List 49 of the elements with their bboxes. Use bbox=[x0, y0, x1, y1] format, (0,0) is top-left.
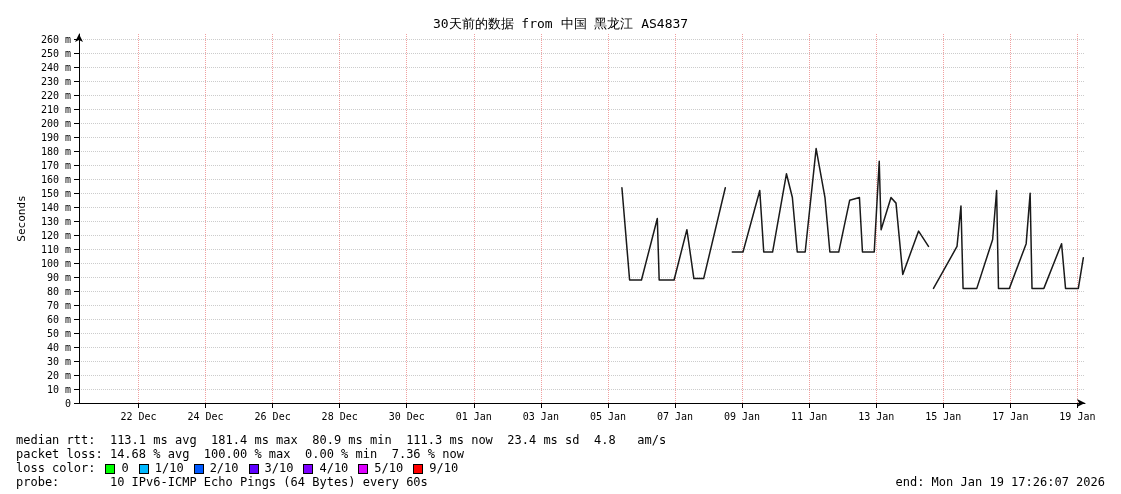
y-tick-label: 110 m bbox=[40, 243, 71, 255]
y-tick-label: 170 m bbox=[40, 159, 71, 171]
x-tick-label: 03 Jan bbox=[522, 410, 559, 422]
y-tick-label: 160 m bbox=[40, 173, 71, 185]
y-tick-label: 140 m bbox=[40, 201, 71, 213]
text: packet loss: 14.68 % avg 100.00 % max 0.00 % min 7.36 % now bbox=[16, 447, 465, 461]
x-tick-label: 01 Jan bbox=[455, 410, 492, 422]
x-tick-label: 28 Dec bbox=[321, 410, 358, 422]
x-tick-label: 11 Jan bbox=[791, 410, 828, 422]
y-tick-label: 70 m bbox=[46, 299, 71, 311]
x-tick-label: 13 Jan bbox=[858, 410, 895, 422]
y-tick-label: 240 m bbox=[40, 62, 71, 74]
y-tick-label: 10 m bbox=[46, 383, 71, 395]
y-tick-label: 150 m bbox=[40, 187, 71, 199]
text: end: Mon Jan 19 17:26:07 2026 bbox=[895, 475, 1105, 489]
x-tick-label: 05 Jan bbox=[589, 410, 626, 422]
y-tick-label: 30 m bbox=[46, 355, 71, 367]
x-tick-label: 15 Jan bbox=[925, 410, 962, 422]
y-tick-label: 180 m bbox=[40, 145, 71, 157]
y-tick-label: 80 m bbox=[46, 285, 71, 297]
x-tick-label: 17 Jan bbox=[992, 410, 1029, 422]
y-tick-label: 50 m bbox=[46, 327, 71, 339]
y-tick-label: 40 m bbox=[46, 341, 71, 353]
x-tick-label: 30 Dec bbox=[388, 410, 425, 422]
y-tick-label: 220 m bbox=[40, 90, 71, 101]
y-tick-label: 210 m bbox=[40, 103, 71, 115]
x-tick-label: 22 Dec bbox=[120, 410, 157, 422]
text: loss color: 0 1/10 2/10 3/10 4/10 5/10 9/10 bbox=[16, 461, 459, 475]
y-tick-label: 200 m bbox=[40, 117, 71, 129]
x-tick-label: 07 Jan bbox=[656, 410, 694, 422]
y-tick-label: 130 m bbox=[40, 215, 71, 227]
x-tick-label: 19 Jan bbox=[1059, 410, 1096, 422]
y-tick-label: 120 m bbox=[40, 229, 71, 241]
y-tick-label: 20 m bbox=[46, 369, 71, 381]
y-tick-label: 230 m bbox=[40, 76, 71, 88]
text: median rtt: 113.1 ms avg 181.4 ms max 80.9 ms min 111.3 ms now 23.4 ms sd 4.8 am/s bbox=[16, 433, 668, 447]
y-tick-label: 250 m bbox=[40, 48, 71, 60]
y-tick-label: 260 m bbox=[40, 34, 71, 46]
x-tick-label: 26 Dec bbox=[254, 410, 291, 422]
y-tick-label: 100 m bbox=[40, 257, 71, 269]
x-tick-label: 24 Dec bbox=[187, 410, 224, 422]
text: probe: 10 IPv6-ICMP Echo Pings (64 Bytes) every 60s bbox=[16, 475, 428, 489]
y-tick-label: 190 m bbox=[40, 131, 71, 143]
y-axis-title: Seconds bbox=[15, 195, 28, 242]
chart-title: 30天前的数据 from 中国 黑龙江 AS4837 bbox=[432, 16, 689, 31]
y-tick-label: 90 m bbox=[46, 271, 71, 283]
y-tick-label: 60 m bbox=[46, 313, 71, 325]
y-tick-label: 0 bbox=[64, 397, 71, 409]
x-tick-label: 09 Jan bbox=[724, 410, 761, 422]
